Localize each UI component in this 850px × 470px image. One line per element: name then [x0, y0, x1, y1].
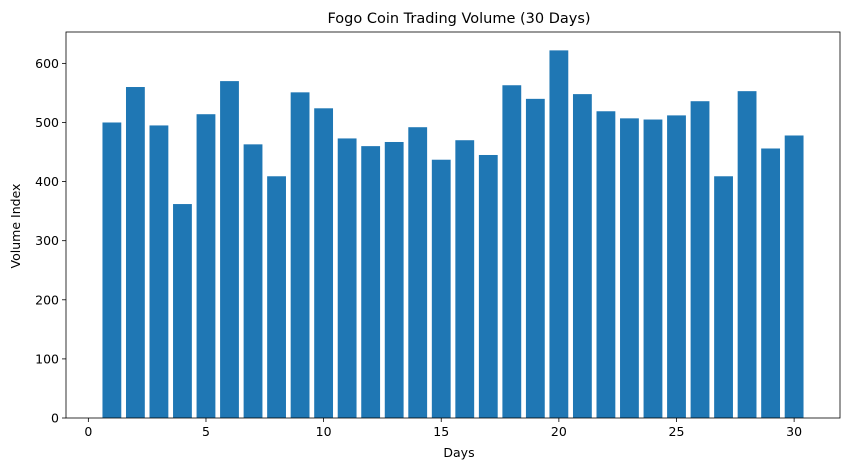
- bars-group: [102, 50, 804, 419]
- bar-day-22: [596, 111, 616, 418]
- x-tick-label: 25: [669, 424, 685, 439]
- bar-day-28: [737, 91, 757, 418]
- bar-day-6: [220, 81, 239, 419]
- y-axis-ticks: 0 100 200 300 400 500 600: [35, 56, 66, 426]
- bar-day-13: [384, 141, 404, 419]
- bar-day-7: [243, 144, 263, 418]
- x-tick-label: 15: [433, 424, 449, 439]
- bar-day-15: [431, 159, 451, 418]
- x-tick-label: 20: [551, 424, 567, 439]
- plot-area-frame: [65, 31, 841, 419]
- bar-day-11: [337, 138, 357, 418]
- bar-day-14: [408, 127, 428, 419]
- bar-day-26: [690, 101, 710, 419]
- bar-day-1: [102, 122, 122, 419]
- x-tick-label: 5: [202, 424, 210, 439]
- x-tick-label: 30: [786, 424, 802, 439]
- bar-day-12: [361, 146, 381, 418]
- bar-day-24: [643, 119, 663, 418]
- bar-day-2: [125, 87, 145, 419]
- y-axis-label: Volume Index: [8, 184, 23, 269]
- y-tick-label: 400: [35, 174, 59, 189]
- bar-day-25: [667, 115, 686, 418]
- bar-day-19: [525, 98, 545, 418]
- y-tick-label: 600: [35, 56, 59, 71]
- bar-day-5: [196, 114, 216, 419]
- bar-day-23: [620, 118, 639, 418]
- chart-title: Fogo Coin Trading Volume (30 Days): [327, 11, 590, 27]
- bar-day-17: [478, 154, 498, 419]
- bar-day-4: [173, 204, 192, 418]
- bar-day-16: [455, 140, 475, 418]
- bar-day-10: [314, 108, 334, 419]
- bar-day-3: [149, 125, 169, 418]
- bar-day-9: [290, 92, 310, 418]
- bar-day-30: [784, 135, 804, 419]
- bar-day-18: [502, 85, 522, 418]
- y-tick-label: 200: [35, 292, 59, 307]
- x-axis-label: Days: [443, 445, 474, 460]
- y-tick-label: 300: [35, 233, 59, 248]
- y-tick-label: 0: [51, 411, 59, 426]
- bar-day-20: [549, 50, 569, 418]
- y-tick-label: 500: [35, 115, 59, 130]
- x-tick-label: 10: [316, 424, 332, 439]
- bar-day-29: [761, 148, 781, 419]
- y-tick-label: 100: [35, 351, 59, 366]
- bar-day-27: [714, 176, 733, 418]
- x-tick-label: 0: [84, 424, 92, 439]
- bar-day-8: [267, 176, 286, 418]
- bar-day-21: [572, 94, 592, 419]
- x-axis-ticks: 0 5 10 15 20 25 30: [84, 418, 802, 439]
